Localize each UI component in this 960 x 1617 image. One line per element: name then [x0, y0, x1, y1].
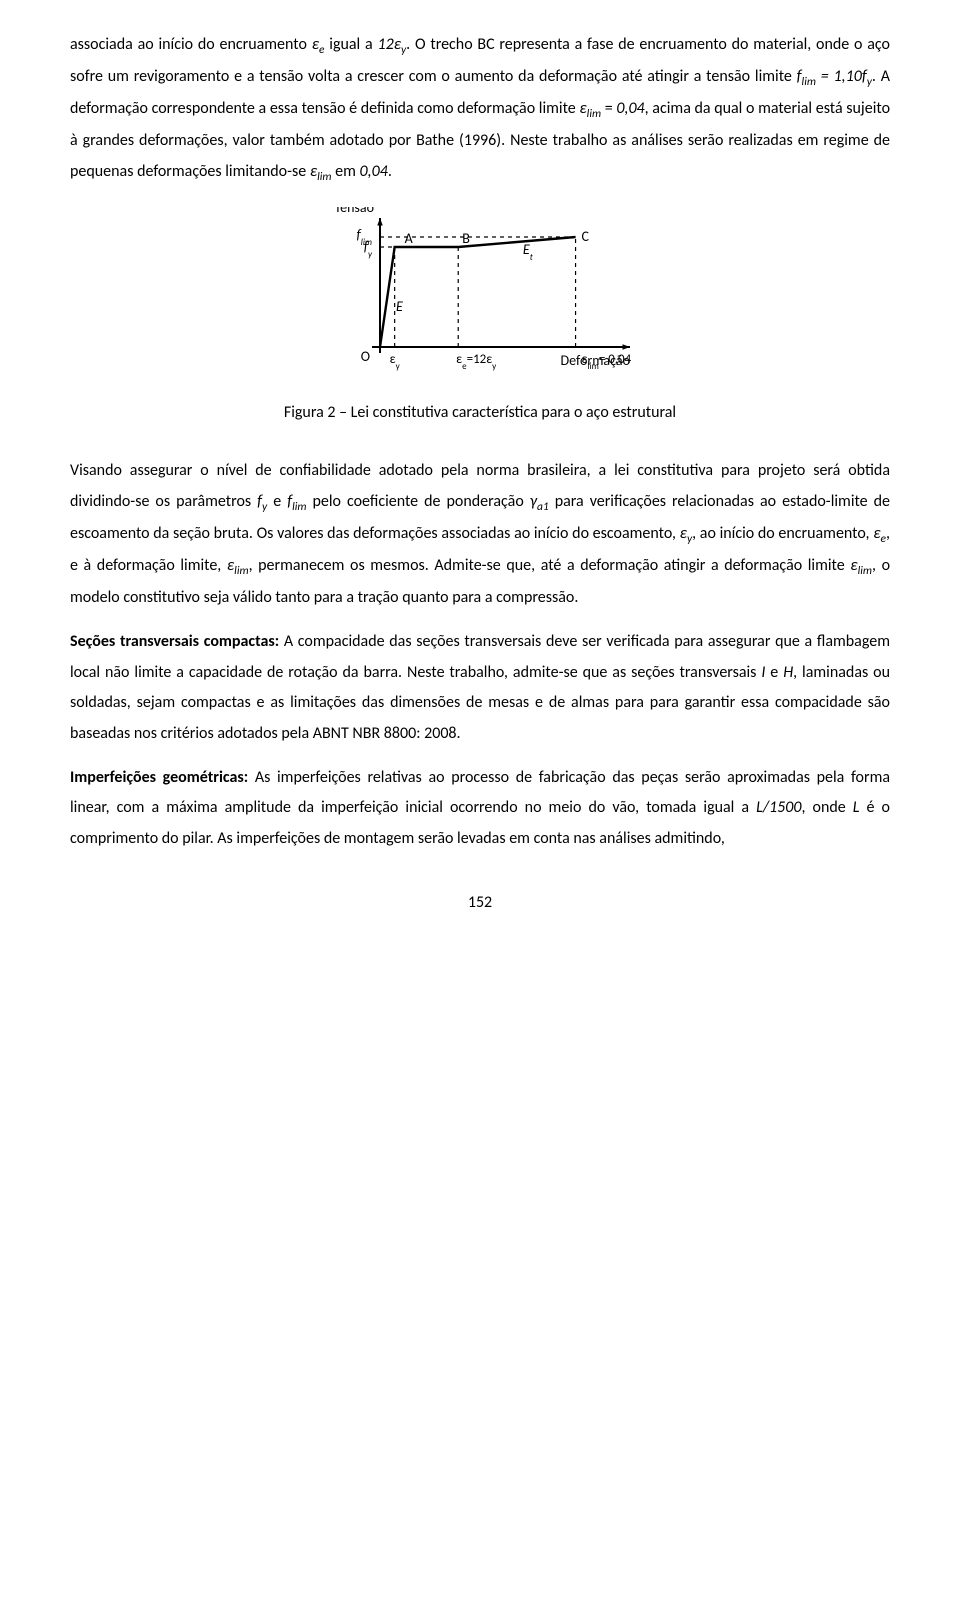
svg-text:A: A: [405, 230, 414, 247]
constitutive-law-chart: TensãoDeformaçãoOfyflimεyεe=12εyεlim= 0,…: [310, 207, 650, 377]
svg-text:E: E: [396, 298, 403, 315]
paragraph-4: Imperfeições geométricas: As imperfeiçõe…: [70, 763, 890, 854]
figure-caption: Figura 2 – Lei constitutiva característi…: [70, 398, 890, 428]
paragraph-1: associada ao início do encruamento εe ig…: [70, 30, 890, 189]
svg-text:εy: εy: [390, 352, 401, 372]
paragraph-2: Visando assegurar o nível de confiabilid…: [70, 456, 890, 613]
svg-text:O: O: [361, 348, 370, 365]
page-number: 152: [70, 888, 890, 918]
figure-2: TensãoDeformaçãoOfyflimεyεe=12εyεlim= 0,…: [70, 207, 890, 388]
svg-text:Et: Et: [523, 241, 534, 263]
svg-text:flim: flim: [356, 226, 372, 248]
svg-text:C: C: [582, 228, 590, 245]
svg-text:Tensão: Tensão: [335, 207, 374, 216]
svg-text:B: B: [462, 230, 470, 247]
svg-text:εe=12εy: εe=12εy: [456, 352, 497, 372]
paragraph-3: Seções transversais compactas: A compaci…: [70, 627, 890, 749]
